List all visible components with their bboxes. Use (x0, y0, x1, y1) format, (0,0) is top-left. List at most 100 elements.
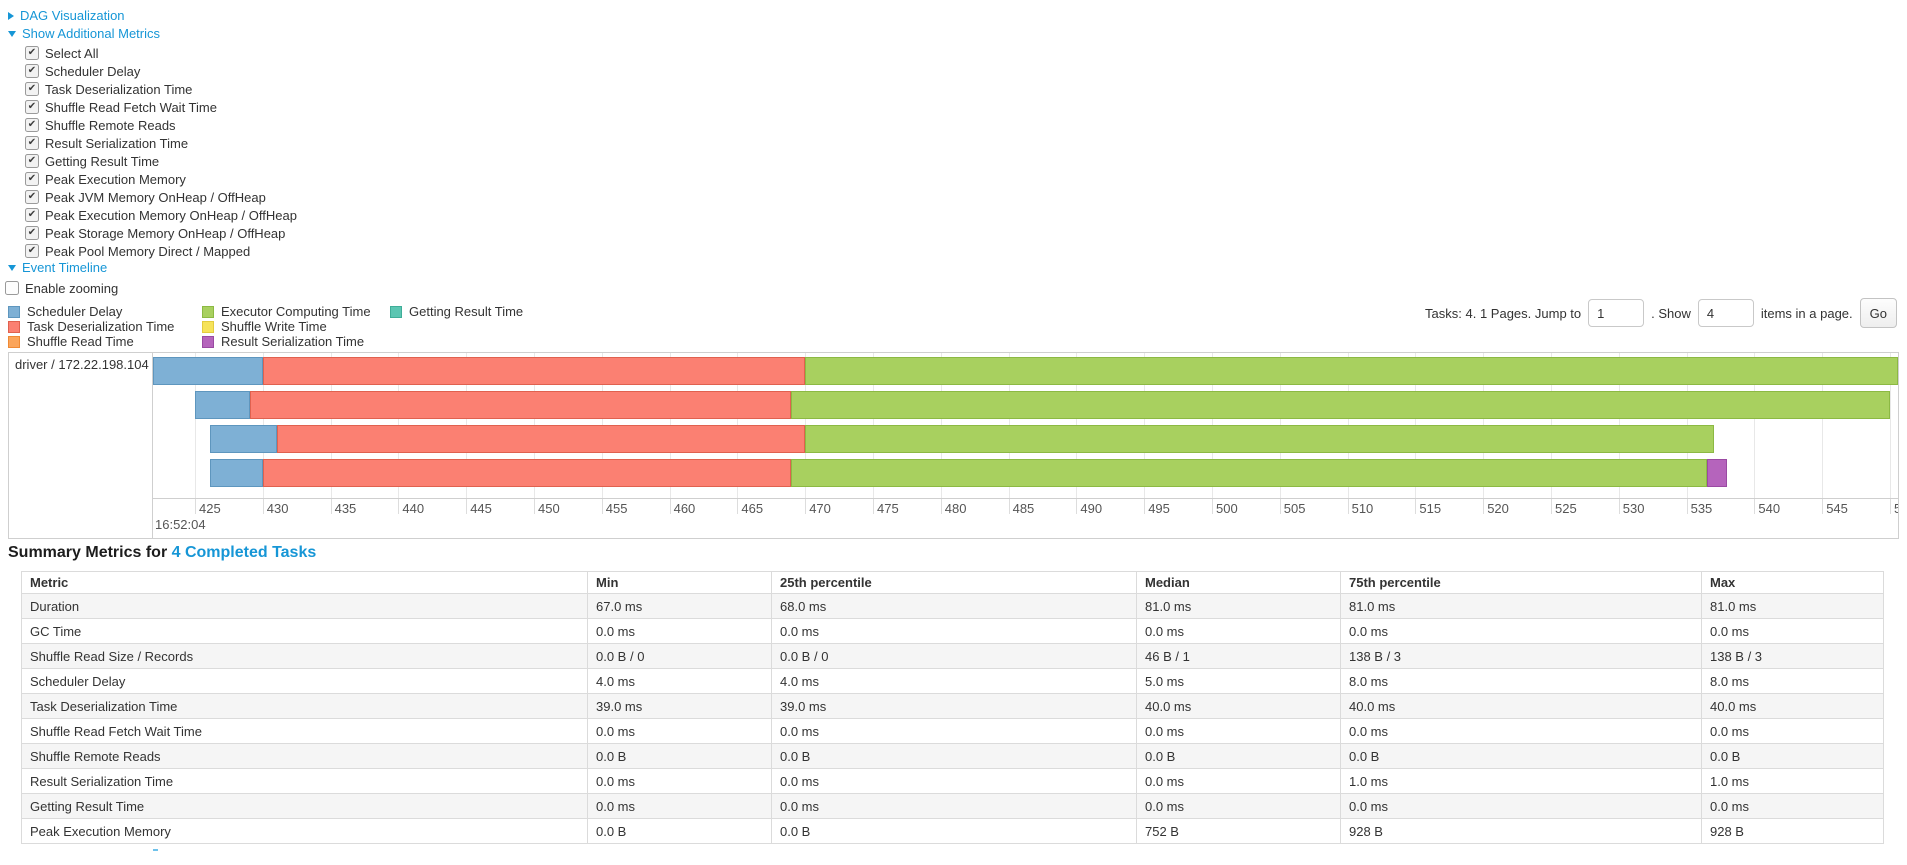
metric-checkbox[interactable]: ✔ (25, 154, 39, 168)
column-header: Max (1701, 571, 1884, 594)
timeline-axis-tick (1483, 499, 1485, 514)
metric-checkbox[interactable]: ✔ (25, 64, 39, 78)
summary-table-row: Getting Result Time 0.0 ms 0.0 ms 0.0 ms 0.0… (21, 793, 1884, 819)
summary-value-cell: 0.0 B (1136, 743, 1341, 769)
metric-checkbox[interactable]: ✔ (25, 118, 39, 132)
legend-label: Shuffle Read Time (27, 334, 134, 349)
chevron-down-icon (8, 264, 16, 271)
summary-value-cell: 0.0 ms (1701, 618, 1884, 644)
summary-metric-cell: GC Time (21, 618, 588, 644)
enable-zooming-checkbox[interactable]: ✔ (5, 281, 19, 295)
timeline-bar-segment-task-deserialization-time[interactable] (263, 459, 791, 487)
legend-item: Result Serialization Time (202, 334, 371, 349)
summary-metric-cell: Shuffle Remote Reads (21, 743, 588, 769)
legend-item: Task Deserialization Time (8, 319, 174, 334)
column-header: Min (587, 571, 772, 594)
table-body: Duration 67.0 ms 68.0 ms 81.0 ms 81.0 ms 81.0… (21, 593, 1884, 844)
summary-value-cell: 0.0 ms (1136, 793, 1341, 819)
metric-checkbox[interactable]: ✔ (25, 190, 39, 204)
timeline-axis-tick-label: 430 (266, 501, 289, 516)
items-per-page-input[interactable] (1697, 299, 1754, 327)
summary-heading-text: Summary Metrics for (8, 544, 172, 561)
summary-table-row: Shuffle Remote Reads 0.0 B 0.0 B 0.0 B 0.0 B… (21, 743, 1884, 769)
legend-column: Scheduler Delay Task Deserialization Time… (8, 304, 174, 349)
timeline-axis-tick (195, 499, 196, 514)
summary-value-cell: 0.0 ms (771, 618, 1137, 644)
completed-tasks-link[interactable]: 4 Completed Tasks (171, 544, 317, 561)
summary-value-cell: 0.0 ms (771, 768, 1137, 794)
summary-value-cell: 752 B (1136, 818, 1341, 844)
task-pagination: Tasks: 4. 1 Pages. Jump to . Show items … (1425, 296, 1897, 330)
timeline-axis-divider (153, 498, 1898, 499)
summary-table-row: Shuffle Read Fetch Wait Time 0.0 ms 0.0 ms… (21, 718, 1884, 744)
dag-visualization-label: DAG Visualization (20, 8, 125, 23)
summary-table-row: GC Time 0.0 ms 0.0 ms 0.0 ms 0.0 ms 0.0 ms (21, 618, 1884, 644)
summary-metric-cell: Getting Result Time (21, 793, 588, 819)
summary-value-cell: 0.0 B (1701, 743, 1884, 769)
summary-metric-cell: Peak Execution Memory (21, 818, 588, 844)
timeline-bar-segment-scheduler-delay[interactable] (153, 357, 263, 385)
summary-value-cell: 5.0 ms (1136, 668, 1341, 694)
metric-checkbox[interactable]: ✔ (25, 226, 39, 240)
go-button[interactable]: Go (1859, 298, 1897, 328)
metric-checkbox[interactable]: ✔ (25, 244, 39, 258)
summary-value-cell: 0.0 ms (1340, 718, 1702, 744)
metric-checkbox-row: ✔ Result Serialization Time (25, 134, 297, 152)
timeline-axis-tick (1822, 499, 1824, 514)
timeline-bar-segment-task-deserialization-time[interactable] (263, 357, 805, 385)
metric-checkbox-row: ✔ Shuffle Remote Reads (25, 116, 297, 134)
jump-to-page-input[interactable] (1588, 299, 1645, 327)
summary-value-cell: 40.0 ms (1340, 693, 1702, 719)
timeline-gridline (1890, 353, 1891, 498)
timeline-axis-tick (398, 499, 400, 514)
metric-checkbox-row: ✔ Peak Pool Memory Direct / Mapped (25, 242, 297, 260)
column-header: Metric (21, 571, 588, 594)
timeline-axis-tick-label: 495 (1148, 501, 1170, 516)
summary-value-cell: 1.0 ms (1340, 768, 1702, 794)
summary-value-cell: 46 B / 1 (1136, 643, 1341, 669)
metric-checkbox[interactable]: ✔ (25, 208, 39, 222)
metric-checkbox-label: Select All (45, 45, 99, 61)
timeline-bar-segment-executor-computing-time[interactable] (791, 459, 1707, 487)
summary-value-cell: 67.0 ms (587, 593, 772, 619)
timeline-bar-segment-executor-computing-time[interactable] (791, 391, 1890, 419)
metric-checkbox[interactable]: ✔ (25, 82, 39, 96)
timeline-axis-tick (262, 499, 264, 514)
timeline-axis-tick (1415, 499, 1417, 514)
timeline-bar-segment-result-serialization-time[interactable] (1707, 459, 1727, 487)
metric-checkbox-label: Shuffle Read Fetch Wait Time (45, 99, 217, 115)
timeline-bar-segment-executor-computing-time[interactable] (805, 425, 1714, 453)
event-timeline-chart: driver / 172.22.198.104 425 430 435 440 445 4… (8, 352, 1899, 539)
timeline-axis-tick (1551, 499, 1552, 514)
summary-value-cell: 138 B / 3 (1340, 643, 1702, 669)
summary-value-cell: 40.0 ms (1701, 693, 1884, 719)
show-additional-metrics-toggle[interactable]: Show Additional Metrics (8, 26, 160, 41)
timeline-axis-tick-label: 470 (809, 501, 831, 516)
timeline-bar-segment-task-deserialization-time[interactable] (277, 425, 805, 453)
metric-checkbox-label: Result Serialization Time (45, 135, 189, 151)
dag-visualization-toggle[interactable]: DAG Visualization (8, 8, 125, 23)
summary-metrics-heading: Summary Metrics for 4 Completed Tasks (8, 544, 316, 562)
metric-checkbox[interactable]: ✔ (25, 172, 39, 186)
metric-checkbox[interactable]: ✔ (25, 136, 39, 150)
summary-value-cell: 0.0 B (587, 818, 772, 844)
event-timeline-label: Event Timeline (22, 260, 108, 275)
event-timeline-toggle[interactable]: Event Timeline (8, 260, 107, 275)
timeline-axis-tick-label: 445 (470, 501, 492, 516)
timeline-bar-segment-executor-computing-time[interactable] (805, 357, 1898, 385)
metric-checkbox-row: ✔ Peak JVM Memory OnHeap / OffHeap (25, 188, 297, 206)
timeline-axis-tick-label: 465 (741, 501, 764, 516)
timeline-bar-segment-task-deserialization-time[interactable] (250, 391, 791, 419)
metric-checkbox[interactable]: ✔ (25, 46, 39, 60)
timeline-bar-segment-scheduler-delay[interactable] (210, 459, 263, 487)
summary-value-cell: 0.0 B (587, 743, 772, 769)
metric-checkbox[interactable]: ✔ (25, 100, 39, 114)
summary-value-cell: 0.0 ms (1340, 618, 1702, 644)
summary-value-cell: 0.0 ms (1340, 793, 1702, 819)
legend-label: Result Serialization Time (221, 334, 365, 349)
metric-checkbox-label: Peak Storage Memory OnHeap / OffHeap (45, 225, 286, 241)
timeline-bar-segment-scheduler-delay[interactable] (210, 425, 277, 453)
timeline-axis-tick-label: 475 (877, 501, 899, 516)
timeline-axis-tick-label: 485 (1012, 501, 1035, 516)
timeline-bar-segment-scheduler-delay[interactable] (195, 391, 250, 419)
